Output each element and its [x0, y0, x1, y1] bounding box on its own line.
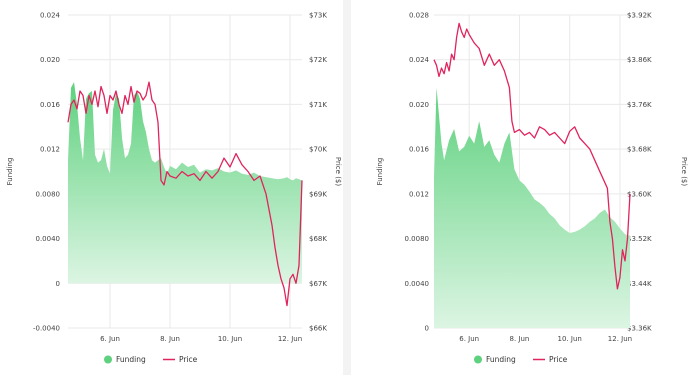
chart-legend: Funding Price: [474, 355, 568, 364]
y2-axis-tick-label: $3.68K: [627, 146, 652, 154]
y-axis-tick-label: 0.012: [409, 190, 429, 198]
y-axis-tick-label: 0.0080: [36, 190, 61, 198]
btc-funding-chart-panel: 0.024 0.020 0.016 0.012 0.0080 0.0040 0 -0.0040…: [0, 0, 343, 375]
funding-area-series: [434, 87, 630, 328]
y2-axis-tick-label: $71K: [309, 101, 327, 109]
y2-axis-tick-label: $3.36K: [627, 325, 652, 333]
legend-funding-label[interactable]: Funding: [116, 355, 146, 364]
y2-axis-tick-label: $67K: [309, 280, 327, 288]
x-axis-tick-label: 8. Jun: [510, 335, 530, 343]
eth-funding-chart-panel: 0.028 0.024 0.020 0.016 0.012 0.0080 0.0040 0 $3…: [351, 0, 693, 375]
y2-axis-tick-label: $3.86K: [627, 56, 652, 64]
y2-axis-title: Price ($): [334, 157, 342, 186]
y-axis-tick-label: 0.0040: [405, 280, 430, 288]
x-axis-tick-label: 6. Jun: [459, 335, 479, 343]
y-axis-tick-label: 0.024: [409, 56, 430, 64]
y-axis-tick-label: 0.024: [40, 12, 61, 20]
y-axis-title: Funding: [376, 158, 384, 186]
y-axis-tick-label: 0.0040: [36, 235, 61, 243]
y2-axis-tick-label: $70K: [309, 146, 327, 154]
legend-funding-swatch[interactable]: [474, 355, 482, 364]
y-axis-tick-label: 0: [56, 280, 60, 288]
y-axis-tick-label: 0.020: [40, 56, 60, 64]
y2-axis-tick-label: $3.92K: [627, 12, 652, 20]
legend-price-label[interactable]: Price: [549, 355, 568, 364]
y2-axis-tick-label: $66K: [309, 325, 327, 333]
y-axis-tick-label: 0.016: [40, 101, 61, 109]
y-axis-tick-label: 0.0080: [405, 235, 430, 243]
y2-axis-tick-label: $69K: [309, 190, 327, 198]
y-axis-tick-label: 0: [425, 325, 429, 333]
y2-axis-tick-label: $72K: [309, 56, 327, 64]
funding-area-series: [68, 82, 302, 284]
y2-axis-tick-label: $73K: [309, 12, 327, 20]
y2-axis-tick-label: $3.44K: [627, 280, 652, 288]
y2-axis-tick-label: $3.52K: [627, 235, 652, 243]
price-line-series: [67, 81, 303, 307]
y2-axis-tick-label: $3.76K: [627, 101, 652, 109]
y2-axis-tick-label: $3.60K: [627, 190, 652, 198]
y-axis-tick-label: 0.020: [409, 101, 429, 109]
x-axis-tick-label: 10. Jun: [218, 335, 242, 343]
legend-funding-swatch[interactable]: [104, 355, 112, 364]
eth-funding-price-chart: 0.028 0.024 0.020 0.016 0.012 0.0080 0.0040 0 $3…: [376, 12, 688, 365]
x-axis-tick-label: 6. Jun: [100, 335, 120, 343]
chart-legend: Funding Price: [104, 355, 198, 364]
y2-axis-title: Price ($): [680, 157, 688, 186]
legend-price-label[interactable]: Price: [179, 355, 198, 364]
x-axis-tick-label: 12. Jun: [608, 335, 632, 343]
x-axis-tick-label: 10. Jun: [558, 335, 582, 343]
y-axis-tick-label: 0.016: [409, 146, 430, 154]
legend-funding-label[interactable]: Funding: [486, 355, 516, 364]
x-axis-tick-label: 12. Jun: [278, 335, 302, 343]
y-axis-tick-label: -0.0040: [33, 325, 60, 333]
price-line-series: [433, 22, 631, 290]
x-axis-tick-label: 8. Jun: [160, 335, 180, 343]
y-axis-tick-label: 0.028: [409, 12, 429, 20]
y-axis-tick-label: 0.012: [40, 146, 60, 154]
y-axis-title: Funding: [6, 158, 14, 186]
btc-funding-price-chart: 0.024 0.020 0.016 0.012 0.0080 0.0040 0 -0.0040…: [6, 12, 342, 365]
y2-axis-tick-label: $68K: [309, 235, 327, 243]
